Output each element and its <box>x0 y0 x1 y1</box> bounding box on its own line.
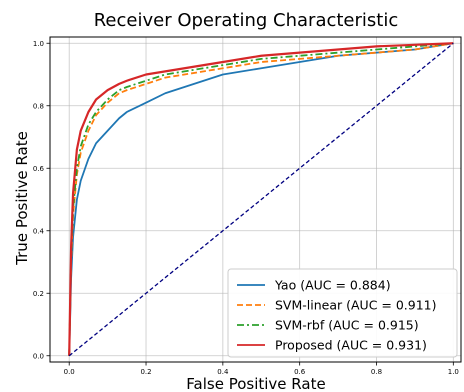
y-tick-label: 0.0 <box>33 352 44 360</box>
diagonal-reference-line <box>68 42 454 357</box>
series-line-1 <box>68 42 454 356</box>
x-tick-label: 1.0 <box>448 368 459 376</box>
legend-label: Proposed (AUC = 0.931) <box>275 338 427 353</box>
grid-lines <box>50 37 461 362</box>
x-tick-label: 0.0 <box>64 368 75 376</box>
legend-box <box>227 268 458 358</box>
legend-label: SVM-linear (AUC = 0.911) <box>275 298 437 313</box>
legend-label: Yao (AUC = 0.884) <box>274 278 391 293</box>
x-axis-ticks: 0.0 0.2 0.4 0.6 0.8 1.0 <box>64 362 459 376</box>
series-line-3 <box>68 42 454 356</box>
y-tick-label: 0.4 <box>33 227 45 235</box>
x-tick-label: 0.2 <box>140 368 151 376</box>
y-tick-label: 1.0 <box>33 40 44 48</box>
plot-frame <box>49 36 462 363</box>
series-line-2 <box>68 42 454 356</box>
x-tick-label: 0.6 <box>294 368 306 376</box>
series-line-0 <box>68 42 454 356</box>
y-tick-label: 0.6 <box>33 165 45 173</box>
y-axis-label: True Positive Rate <box>13 131 31 266</box>
y-tick-label: 0.2 <box>33 290 44 298</box>
series-lines <box>68 42 454 357</box>
x-tick-label: 0.8 <box>371 368 382 376</box>
y-axis-ticks: 0.0 0.2 0.4 0.6 0.8 1.0 <box>33 40 50 360</box>
x-axis-label: False Positive Rate <box>186 375 325 392</box>
x-tick-label: 0.4 <box>217 368 229 376</box>
y-tick-label: 0.8 <box>33 102 44 110</box>
legend-label: SVM-rbf (AUC = 0.915) <box>275 318 419 333</box>
legend: Yao (AUC = 0.884) SVM-linear (AUC = 0.911… <box>227 268 458 358</box>
chart-title: Receiver Operating Characteristic <box>94 10 399 31</box>
